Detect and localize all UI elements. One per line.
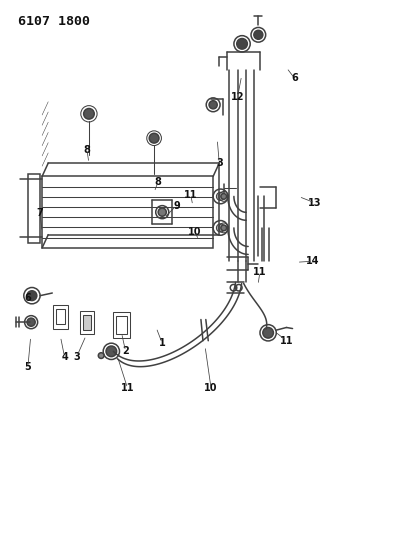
Text: 7: 7 [37, 208, 43, 219]
Ellipse shape [83, 109, 94, 119]
Bar [83, 315, 91, 329]
Text: 10: 10 [204, 383, 217, 393]
Ellipse shape [253, 30, 262, 39]
Text: 3: 3 [73, 352, 80, 361]
Text: 3: 3 [216, 158, 222, 168]
Text: 14: 14 [306, 256, 319, 266]
Text: 2: 2 [122, 346, 129, 357]
Text: 8: 8 [154, 176, 161, 187]
Ellipse shape [98, 353, 104, 358]
Bar [116, 316, 126, 334]
Ellipse shape [216, 192, 224, 200]
Text: 6107 1800: 6107 1800 [18, 14, 90, 28]
Bar [79, 311, 94, 334]
Text: 11: 11 [121, 383, 134, 393]
Ellipse shape [262, 327, 273, 338]
Text: 11: 11 [184, 190, 197, 200]
Text: 13: 13 [308, 198, 321, 208]
Text: 12: 12 [230, 92, 244, 102]
Ellipse shape [220, 193, 226, 199]
Ellipse shape [216, 224, 224, 232]
Text: 8: 8 [83, 145, 90, 155]
Bar [113, 312, 129, 338]
Bar [53, 305, 67, 328]
Bar [42, 176, 213, 248]
Ellipse shape [106, 346, 116, 357]
Text: 10: 10 [188, 227, 201, 237]
Text: 11: 11 [253, 267, 266, 277]
Bar [56, 310, 64, 324]
Text: 9: 9 [173, 200, 180, 211]
Ellipse shape [236, 38, 247, 49]
Text: 1: 1 [158, 338, 165, 349]
Ellipse shape [158, 208, 166, 216]
Ellipse shape [27, 318, 35, 326]
Text: 6: 6 [25, 293, 31, 303]
Text: 6: 6 [290, 73, 297, 83]
Ellipse shape [27, 291, 37, 301]
Text: 5: 5 [25, 362, 31, 372]
Ellipse shape [220, 225, 226, 231]
Ellipse shape [149, 133, 159, 143]
Text: 4: 4 [61, 352, 68, 361]
Bar [28, 174, 40, 243]
Text: 11: 11 [279, 336, 292, 346]
Ellipse shape [209, 101, 217, 109]
